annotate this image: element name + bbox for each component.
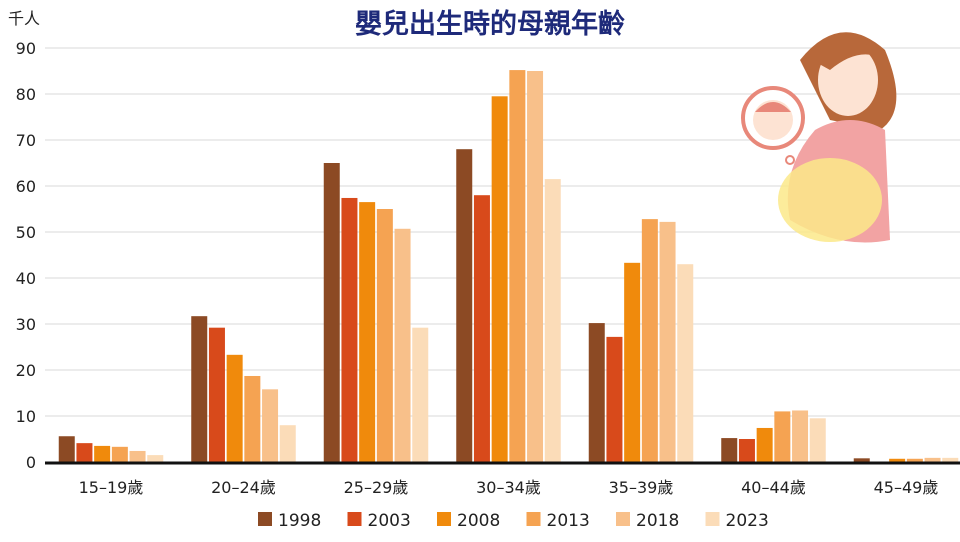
x-tick-label: 20–24歲 <box>211 478 276 497</box>
y-tick-label: 70 <box>16 131 36 150</box>
x-tick-label: 15–19歲 <box>79 478 144 497</box>
bar-2018 <box>924 457 941 462</box>
bar-2008 <box>226 354 243 462</box>
bar-2003 <box>76 443 93 462</box>
bar-2023 <box>677 264 694 462</box>
x-tick-label: 45–49歲 <box>874 478 939 497</box>
legend-swatch <box>258 512 272 526</box>
y-tick-label: 10 <box>16 407 36 426</box>
bar-2003 <box>208 327 225 462</box>
mother-belly <box>778 158 882 242</box>
bar-1998 <box>58 436 75 462</box>
bar-2013 <box>641 219 658 462</box>
legend-label: 2003 <box>368 511 411 531</box>
legend-label: 1998 <box>278 511 321 531</box>
legend-label: 2008 <box>457 511 500 531</box>
bar-2003 <box>606 336 623 462</box>
bar-2023 <box>809 418 826 462</box>
legend-item: 2008 <box>437 511 500 531</box>
bar-2023 <box>412 327 429 462</box>
bar-2018 <box>262 389 279 462</box>
bar-2023 <box>544 179 561 462</box>
y-tick-label: 0 <box>26 453 36 472</box>
bar-2023 <box>942 457 959 462</box>
bar-1998 <box>323 163 340 462</box>
bar-2018 <box>659 221 676 462</box>
bar-1998 <box>456 149 473 462</box>
legend-label: 2013 <box>547 511 590 531</box>
legend-item: 2018 <box>616 511 679 531</box>
bar-2003 <box>473 195 490 462</box>
bar-2018 <box>527 71 544 462</box>
bar-2013 <box>244 375 261 462</box>
bar-2013 <box>906 458 923 462</box>
bar-2008 <box>94 445 111 462</box>
bar-2008 <box>491 96 508 463</box>
y-tick-label: 30 <box>16 315 36 334</box>
y-axis-label: 千人 <box>8 9 40 28</box>
bar-2013 <box>774 411 791 462</box>
bar-2008 <box>889 458 906 462</box>
y-tick-label: 80 <box>16 85 36 104</box>
legend-item: 2013 <box>526 511 590 531</box>
legend-item: 2003 <box>347 511 411 531</box>
bar-2003 <box>738 439 755 462</box>
legend-label: 2018 <box>636 511 679 531</box>
x-tick-label: 35–39歲 <box>609 478 674 497</box>
bar-2018 <box>394 228 411 462</box>
y-tick-label: 40 <box>16 269 36 288</box>
x-tick-label: 30–34歲 <box>476 478 541 497</box>
legend-item: 1998 <box>258 511 321 531</box>
x-tick-label: 40–44歲 <box>741 478 806 497</box>
chart-title: 嬰兒出生時的母親年齡 <box>355 8 625 40</box>
bar-2013 <box>509 70 526 462</box>
y-tick-label: 20 <box>16 361 36 380</box>
bar-2008 <box>756 427 773 462</box>
y-tick-label: 60 <box>16 177 36 196</box>
bar-2023 <box>279 425 296 462</box>
bar-2013 <box>376 209 393 462</box>
bar-1998 <box>721 438 738 462</box>
bar-2008 <box>359 202 376 462</box>
bar-1998 <box>191 316 208 462</box>
bar-2013 <box>111 446 128 462</box>
bar-1998 <box>588 323 605 462</box>
mother-illustration <box>741 32 897 243</box>
legend-item: 2023 <box>705 511 769 531</box>
y-tick-label: 50 <box>16 223 36 242</box>
legend-swatch <box>437 512 451 526</box>
x-tick-label: 25–29歲 <box>344 478 409 497</box>
legend-swatch <box>347 512 362 526</box>
bar-2018 <box>129 450 146 462</box>
y-tick-label: 90 <box>16 39 36 58</box>
legend-swatch <box>705 512 720 526</box>
legend-swatch <box>526 512 541 526</box>
bar-2023 <box>147 455 164 462</box>
bar-1998 <box>853 458 870 462</box>
legend-swatch <box>616 512 630 526</box>
bar-2008 <box>624 262 641 462</box>
legend-label: 2023 <box>726 511 769 531</box>
bar-2003 <box>341 197 358 462</box>
bar-2018 <box>792 410 809 462</box>
